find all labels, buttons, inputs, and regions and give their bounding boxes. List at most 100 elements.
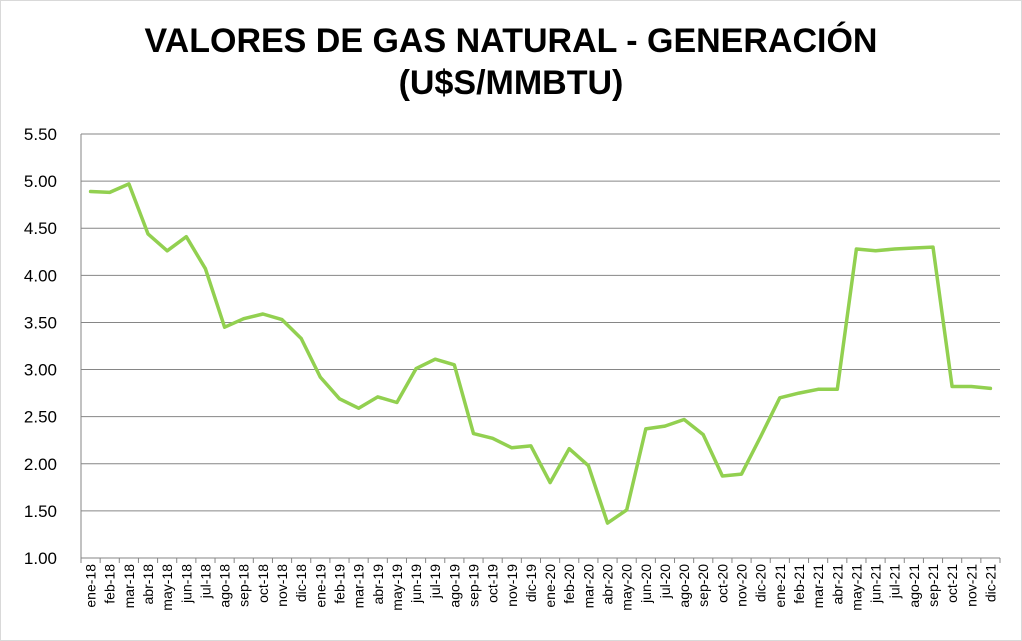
x-tick-label: ene-19 [312,564,328,608]
x-tick-label: nov-21 [963,564,979,607]
data-point [184,235,188,239]
data-point [969,385,973,389]
x-tick-label: jul-18 [197,564,213,599]
x-tick-label: feb-18 [102,564,118,604]
gridlines [81,133,1000,512]
data-point [127,182,131,186]
data-point [280,318,284,322]
x-tick-label: mar-20 [580,564,596,609]
x-tick-label: ene-18 [83,564,99,608]
x-tick-label: jun-19 [408,564,424,604]
x-tick-label: mar-18 [121,564,137,609]
y-tick-label: 4.00 [24,266,57,285]
x-tick-label: oct-19 [485,564,501,603]
x-tick-label: feb-20 [561,564,577,604]
data-point [874,249,878,253]
data-point [893,247,897,251]
y-axis: 1.00 1.50 2.00 2.50 3.00 3.50 4.00 4.50 5.00 5.50 [24,125,82,568]
data-point [548,481,552,485]
data-point [644,427,648,431]
data-point [146,232,150,236]
data-point [108,190,112,194]
x-tick-label: jun-21 [868,564,884,604]
x-tick-label: may-18 [159,564,175,611]
x-tick-label: nov-19 [504,564,520,607]
data-point [491,436,495,440]
data-point [988,386,992,390]
data-point [625,508,629,512]
x-tick-label: abr-21 [829,564,845,605]
x-tick-label: jun-18 [178,564,194,604]
data-point [223,325,227,329]
data-point [778,396,782,400]
data-point [529,444,533,448]
x-tick-label: ago-21 [906,564,922,608]
data-point [759,434,763,438]
x-tick-label: abr-20 [600,564,616,605]
data-point [299,336,303,340]
y-tick-label: 3.50 [24,313,57,332]
data-point [471,432,475,436]
x-tick-label: jul-21 [887,564,903,599]
data-point [395,401,399,405]
data-point [452,363,456,367]
x-tick-label: sep-18 [236,564,252,607]
x-tick-label: ago-19 [446,564,462,608]
x-tick-label: jul-19 [427,564,443,599]
x-tick-label: sep-20 [695,564,711,607]
chart-subtitle: (U$S/MMBTU) [398,64,624,102]
y-tick-label: 3.00 [24,361,57,380]
x-tick-label: feb-19 [331,564,347,604]
x-tick-label: dic-18 [293,564,309,602]
data-point [261,312,265,316]
chart-title-block: VALORES DE GAS NATURAL - GENERACIÓN (U$S… [0,20,1022,104]
x-tick-label: ago-18 [217,564,233,608]
data-point [357,406,361,410]
x-tick-label: oct-21 [944,564,960,603]
data-point [950,385,954,389]
x-tick-label: nov-18 [274,564,290,607]
x-tick-label: abr-18 [140,564,156,605]
data-point [854,247,858,251]
data-point [318,375,322,379]
plot-area [88,182,993,525]
y-tick-label: 5.50 [24,125,57,144]
x-tick-label: feb-21 [791,564,807,604]
data-point [376,395,380,399]
data-point [701,433,705,437]
data-point [912,246,916,250]
x-tick-label: sep-19 [465,564,481,607]
data-point [606,521,610,525]
x-tick-label: may-19 [389,564,405,611]
data-point [337,397,341,401]
x-axis: ene-18 feb-18 mar-18 abr-18 may-18 jun-18 jul-… [80,557,1001,611]
x-tick-label: oct-18 [255,564,271,603]
chart-title: VALORES DE GAS NATURAL - GENERACIÓN [144,22,878,60]
data-point [242,317,246,321]
data-point [510,446,514,450]
data-point [663,424,667,428]
y-tick-label: 1.50 [24,502,57,521]
data-point [720,474,724,478]
x-tick-label: abr-19 [370,564,386,605]
x-tick-label: may-20 [619,564,635,611]
x-tick-label: mar-19 [351,564,367,609]
x-tick-label: dic-20 [753,564,769,602]
data-point [682,417,686,421]
x-tick-label: ago-20 [676,564,692,608]
x-tick-label: dic-19 [523,564,539,602]
x-tick-label: ene-20 [542,564,558,608]
x-tick-label: dic-21 [982,564,998,602]
data-point [414,367,418,371]
y-tick-label: 4.50 [24,219,57,238]
series-line [88,182,993,525]
data-point [567,447,571,451]
data-point [89,189,93,193]
x-tick-label: may-21 [848,564,864,611]
y-tick-label: 5.00 [24,172,57,191]
data-point [931,245,935,249]
data-point [586,464,590,468]
x-tick-label: jul-20 [657,564,673,599]
